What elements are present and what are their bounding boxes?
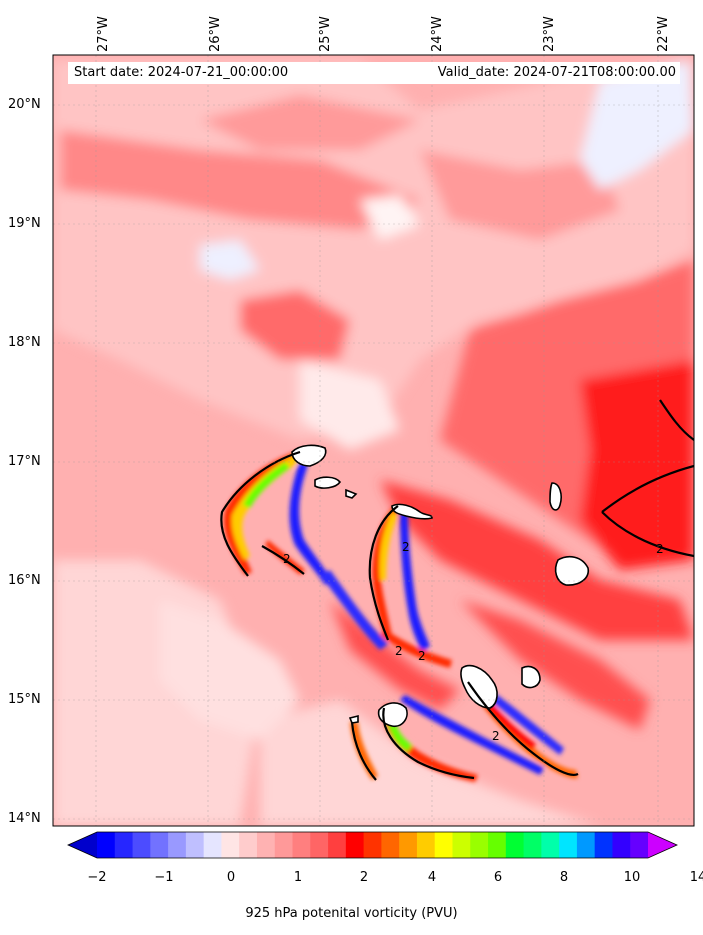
- colorbar-swatch: [612, 832, 631, 858]
- colorbar-tick: −2: [87, 870, 107, 885]
- colorbar-swatch: [168, 832, 187, 858]
- colorbar-swatch: [523, 832, 542, 858]
- colorbar-swatch: [328, 832, 347, 858]
- colorbar-tick: −1: [154, 870, 174, 885]
- island-outlines: [291, 444, 590, 728]
- colorbar-swatch: [221, 832, 240, 858]
- colorbar-extend-high: [648, 832, 677, 858]
- colorbar-tick: 6: [493, 870, 503, 885]
- colorbar-swatch: [114, 832, 134, 858]
- contour-label: 2: [395, 644, 403, 658]
- colorbar-swatch: [274, 832, 294, 858]
- colorbar-swatch: [416, 832, 436, 858]
- colorbar-swatch: [452, 832, 471, 858]
- lat-tick-18n: 18°N: [8, 335, 41, 350]
- colorbar-swatch: [399, 832, 418, 858]
- colorbar-swatch: [470, 832, 489, 858]
- colorbar-tick: 1: [293, 870, 303, 885]
- contour-labels: 2 2 2 2 2 2: [283, 540, 664, 743]
- colorbar-tick: 14: [689, 870, 703, 885]
- lat-tick-17n: 17°N: [8, 454, 41, 469]
- colorbar-swatch: [559, 832, 578, 858]
- colorbar-tick: 0: [226, 870, 236, 885]
- colorbar-swatch: [363, 832, 382, 858]
- valid-date-label: Valid_date: 2024-07-21T08:00:00.00: [408, 62, 680, 84]
- contour-label: 2: [492, 729, 500, 743]
- colorbar-swatch: [203, 832, 222, 858]
- contour-label: 2: [418, 649, 426, 663]
- colorbar-swatch: [256, 832, 276, 858]
- map-frame: [52, 54, 695, 827]
- colorbar-swatch: [434, 832, 453, 858]
- lat-tick-14n: 14°N: [8, 811, 41, 826]
- colorbar-swatch: [541, 832, 560, 858]
- colorbar-swatch: [594, 832, 613, 858]
- colorbar-tick: 2: [359, 870, 369, 885]
- colorbar-swatch: [185, 832, 205, 858]
- start-date-label: Start date: 2024-07-21_00:00:00: [68, 62, 414, 84]
- colorbar-swatch: [310, 832, 329, 858]
- colorbar-outline: [67, 831, 678, 859]
- pv-contour-lines: [220, 399, 694, 781]
- lat-tick-19n: 19°N: [8, 216, 41, 231]
- colorbar-swatch: [488, 832, 507, 858]
- colorbar-swatch: [381, 832, 400, 858]
- colorbar-swatch: [630, 832, 649, 858]
- contour-label: 2: [656, 542, 664, 556]
- colorbar: [67, 831, 678, 859]
- lat-tick-20n: 20°N: [8, 97, 41, 112]
- colorbar-swatch: [150, 832, 169, 858]
- colorbar-swatch: [505, 832, 525, 858]
- colorbar-swatch: [292, 832, 311, 858]
- colorbar-swatch: [239, 832, 258, 858]
- colorbar-swatch: [97, 832, 116, 858]
- colorbar-tick: 8: [559, 870, 569, 885]
- contour-label: 2: [283, 552, 291, 566]
- colorbar-swatch: [576, 832, 596, 858]
- lat-tick-16n: 16°N: [8, 573, 41, 588]
- colorbar-swatch: [132, 832, 151, 858]
- lat-tick-15n: 15°N: [8, 692, 41, 707]
- contour-label: 2: [402, 540, 410, 554]
- colorbar-title: 925 hPa potenital vorticity (PVU): [245, 906, 458, 921]
- graticule: [53, 55, 694, 826]
- colorbar-tick: 4: [427, 870, 437, 885]
- colorbar-swatch: [345, 832, 365, 858]
- colorbar-tick: 10: [623, 870, 641, 885]
- colorbar-extend-low: [68, 832, 97, 858]
